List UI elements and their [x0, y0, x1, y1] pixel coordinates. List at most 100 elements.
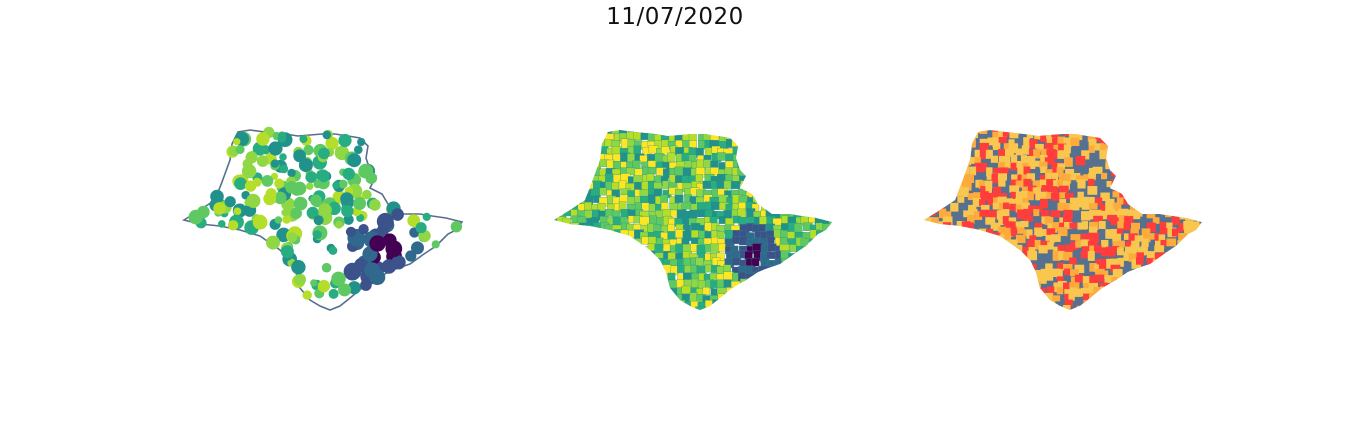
municipality	[1178, 251, 1187, 260]
municipality	[802, 160, 812, 171]
municipality	[979, 241, 987, 249]
municipality	[655, 130, 664, 136]
municipality	[924, 247, 930, 255]
municipality	[1087, 307, 1097, 310]
municipality	[562, 265, 573, 275]
municipality	[1188, 187, 1198, 195]
municipality	[1201, 216, 1202, 223]
municipality	[974, 149, 983, 158]
municipality	[758, 140, 767, 150]
city-bubble	[277, 133, 287, 143]
municipality	[1051, 132, 1060, 140]
municipality	[810, 259, 820, 270]
municipality	[591, 301, 600, 310]
municipality	[998, 179, 1006, 187]
municipality	[1123, 233, 1133, 240]
municipality	[1140, 245, 1148, 255]
municipality	[1100, 137, 1107, 146]
municipality	[1149, 233, 1158, 240]
municipality	[1176, 130, 1183, 137]
municipality	[586, 159, 597, 169]
municipality	[828, 133, 832, 142]
municipality	[972, 198, 981, 207]
municipality	[578, 279, 589, 290]
municipality	[924, 161, 931, 170]
municipality	[1155, 204, 1165, 212]
municipality	[1197, 215, 1202, 222]
municipality	[1063, 264, 1073, 271]
city-bubble	[343, 262, 362, 281]
city-bubble	[328, 288, 339, 299]
municipality	[779, 190, 789, 199]
municipality	[809, 238, 819, 248]
municipality	[1058, 250, 1065, 260]
municipality	[788, 264, 799, 273]
municipality	[606, 230, 616, 240]
municipality	[554, 281, 559, 292]
municipality	[1099, 204, 1108, 212]
municipality	[1093, 286, 1103, 294]
bubble-layer	[188, 126, 463, 300]
municipality	[556, 153, 566, 163]
municipality	[667, 152, 676, 162]
municipality	[1200, 258, 1202, 267]
municipality	[600, 285, 610, 295]
municipality	[1080, 196, 1089, 205]
municipality	[968, 264, 977, 273]
municipality	[585, 307, 595, 310]
municipality	[1190, 288, 1198, 295]
municipality	[557, 271, 568, 282]
municipality	[1149, 293, 1159, 300]
municipality	[1117, 156, 1126, 164]
municipality	[1128, 253, 1137, 262]
municipality	[1190, 264, 1197, 273]
municipality	[807, 181, 817, 190]
city-bubble	[282, 215, 291, 224]
municipality	[619, 307, 629, 310]
municipality	[933, 150, 941, 160]
municipality	[740, 180, 750, 190]
municipality	[1046, 300, 1056, 310]
municipality	[578, 292, 589, 303]
municipality	[1125, 169, 1133, 178]
municipality	[633, 260, 644, 270]
municipality	[1158, 257, 1168, 267]
municipality	[564, 139, 574, 147]
municipality	[1034, 222, 1043, 231]
municipality	[991, 210, 999, 219]
municipality	[1015, 198, 1025, 208]
municipality	[961, 264, 969, 275]
municipality	[1105, 162, 1115, 170]
municipality	[1129, 305, 1137, 310]
municipality	[584, 201, 592, 211]
municipality	[1057, 202, 1066, 211]
city-bubble	[303, 144, 314, 156]
municipality	[1033, 281, 1041, 291]
municipality	[738, 133, 747, 143]
municipality	[1082, 276, 1093, 286]
municipality	[1178, 197, 1187, 204]
municipality	[1131, 313, 1139, 323]
municipality	[571, 131, 579, 142]
municipality	[739, 152, 750, 162]
municipality	[967, 244, 974, 254]
municipality	[745, 288, 754, 298]
municipality	[1088, 145, 1095, 153]
municipality	[1069, 222, 1078, 229]
municipality	[814, 182, 825, 192]
municipality	[1095, 274, 1105, 282]
municipality	[1200, 226, 1202, 235]
municipality	[781, 293, 790, 302]
municipality	[1075, 288, 1082, 297]
municipality	[1050, 192, 1061, 201]
municipality	[1040, 132, 1048, 142]
municipality	[978, 228, 987, 236]
municipality	[973, 295, 980, 305]
municipality	[1088, 221, 1099, 230]
municipality	[1189, 221, 1200, 231]
municipality	[554, 300, 559, 310]
municipality	[633, 287, 642, 298]
municipality	[993, 197, 1002, 207]
municipality	[931, 156, 938, 165]
municipality	[788, 175, 799, 183]
